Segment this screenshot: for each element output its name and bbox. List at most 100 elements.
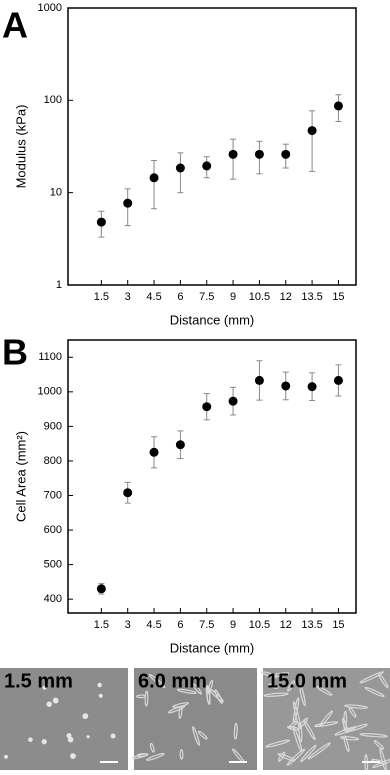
image-label: 6.0 mm <box>138 670 207 692</box>
error-bar <box>151 160 158 210</box>
cell <box>307 742 331 760</box>
cell <box>359 732 388 738</box>
x-tick-label: 3 <box>125 619 131 631</box>
cell <box>316 685 333 696</box>
cell <box>340 736 360 741</box>
cell <box>41 739 47 745</box>
data-point <box>307 382 317 392</box>
cell <box>334 726 357 736</box>
cell <box>4 754 8 759</box>
y-tick-label: 900 <box>44 420 62 432</box>
x-tick-label: 7.5 <box>199 619 214 631</box>
cell <box>144 690 149 707</box>
cell <box>371 758 388 765</box>
x-tick-label: 15 <box>332 291 344 303</box>
y-axis-label: Modulus (kPa) <box>13 105 28 189</box>
micrograph <box>0 668 128 770</box>
error-bar <box>309 110 316 172</box>
cell <box>300 744 317 763</box>
cell <box>176 688 197 695</box>
y-tick-label: 1100 <box>38 351 62 363</box>
cell <box>192 726 200 746</box>
x-axis-label: Distance (mm) <box>170 312 255 327</box>
data-point <box>333 375 343 385</box>
cell <box>299 684 306 707</box>
cell <box>286 748 306 766</box>
cell <box>292 700 302 730</box>
x-tick-label: 13.5 <box>301 291 322 303</box>
cell <box>136 694 147 699</box>
data-point <box>281 381 291 391</box>
cell <box>46 701 52 707</box>
cell <box>28 737 33 742</box>
plot-frame <box>67 7 357 286</box>
data-point <box>281 149 291 159</box>
cell <box>98 693 103 698</box>
cell <box>52 697 59 704</box>
error-bar <box>177 152 184 194</box>
x-tick-label: 12 <box>280 619 292 631</box>
y-tick-label: 1 <box>56 279 62 291</box>
cell <box>110 733 116 739</box>
data-point <box>307 126 317 136</box>
x-tick-label: 1.5 <box>94 619 109 631</box>
data-point <box>228 396 238 406</box>
x-axis-label: Distance (mm) <box>170 640 255 655</box>
panel-label: A <box>2 5 28 46</box>
data-point <box>228 149 238 159</box>
cell <box>359 671 384 684</box>
data-point <box>202 161 212 171</box>
panel-label: B <box>2 332 28 373</box>
cell <box>208 688 224 703</box>
data-point <box>123 198 133 208</box>
y-tick-label: 600 <box>44 524 62 536</box>
cell <box>70 753 76 759</box>
data-point <box>175 163 185 173</box>
cell <box>263 692 289 697</box>
cell <box>97 682 102 688</box>
cell <box>342 717 349 734</box>
data-point <box>149 173 159 183</box>
cell <box>214 689 223 704</box>
data-point <box>96 217 106 227</box>
x-tick-label: 9 <box>230 291 236 303</box>
cell <box>268 683 279 689</box>
data-point <box>175 440 185 450</box>
plot-frame <box>67 339 357 614</box>
data-point <box>254 149 264 159</box>
x-tick-label: 4.5 <box>146 291 161 303</box>
data-point <box>202 402 212 412</box>
x-tick-label: 7.5 <box>199 291 214 303</box>
data-point <box>96 584 106 594</box>
y-tick-label: 1000 <box>38 386 62 398</box>
cell <box>268 672 290 678</box>
cell <box>298 722 303 743</box>
cell <box>67 736 74 743</box>
micrograph <box>263 668 390 770</box>
cell <box>288 721 298 729</box>
y-tick-label: 1000 <box>38 2 62 14</box>
cell <box>287 680 296 692</box>
cell <box>343 735 350 752</box>
cell <box>373 739 384 750</box>
cell <box>179 749 184 760</box>
x-tick-label: 6 <box>177 619 183 631</box>
x-tick-label: 6 <box>177 291 183 303</box>
y-tick-label: 700 <box>44 489 62 501</box>
x-tick-label: 4.5 <box>146 619 161 631</box>
y-axis-label: Cell Area (mm²) <box>13 431 28 522</box>
image-label: 1.5 mm <box>4 670 73 692</box>
cell <box>233 722 238 740</box>
x-tick-label: 12 <box>280 291 292 303</box>
cell <box>149 742 155 753</box>
y-tick-label: 400 <box>44 593 62 605</box>
cell <box>378 673 389 689</box>
cell <box>66 733 72 739</box>
cell <box>372 758 390 769</box>
cell <box>167 705 186 714</box>
x-tick-label: 3 <box>125 291 131 303</box>
cell <box>364 686 385 698</box>
data-point <box>254 375 264 385</box>
image-label: 15.0 mm <box>267 670 347 692</box>
